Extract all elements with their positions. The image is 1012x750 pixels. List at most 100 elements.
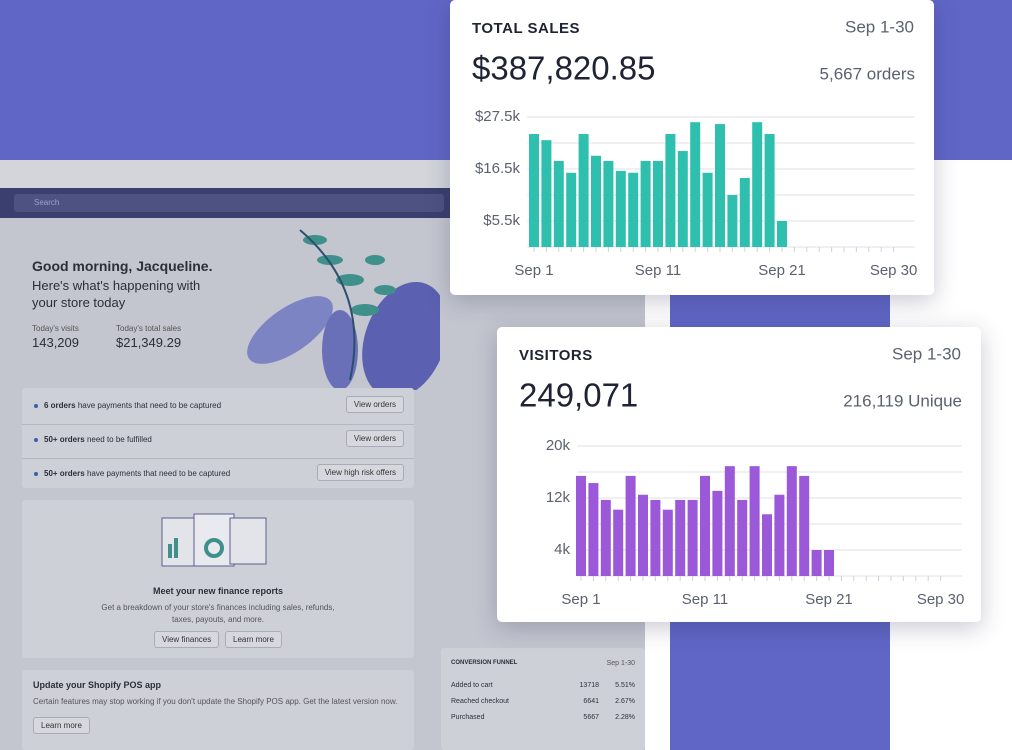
pos-text: Certain features may stop working if you… (33, 697, 398, 706)
y-tick-label: $27.5k (475, 108, 521, 125)
funnel-period: Sep 1-30 (606, 660, 635, 667)
finance-title: Meet your new finance reports (152, 586, 284, 596)
y-tick-label: 12k (546, 489, 571, 506)
alert-desc: have payments that need to be captured (77, 401, 222, 410)
visitors-chart: VISITORS Sep 1-30 249,071 216,119 Unique 4k 1… (519, 344, 965, 608)
card-total: $387,820.85 (472, 50, 656, 87)
card-title: TOTAL SALES (472, 20, 580, 37)
bar (541, 140, 552, 247)
sales-value: $21,349.29 (116, 335, 182, 350)
finance-illustration (161, 513, 267, 567)
alert-bold: 50+ orders (44, 469, 85, 478)
y-tick-label: 4k (554, 541, 570, 558)
x-tick-label: Sep 11 (682, 591, 728, 608)
bar (764, 134, 775, 247)
bar (690, 122, 701, 247)
alert-bold: 6 orders (44, 401, 76, 410)
funnel-rate: 2.67% (615, 698, 635, 705)
bar (566, 172, 577, 247)
alert-text: 6 orders have payments that need to be c… (44, 401, 221, 410)
card-detail: 216,119 Unique (843, 391, 962, 410)
bullet (34, 404, 38, 408)
bar (600, 499, 611, 576)
funnel-label: Purchased (451, 714, 485, 721)
greeting: Good morning, Jacqueline. (32, 258, 213, 274)
bar (777, 221, 787, 247)
bar (615, 170, 626, 247)
bar (752, 122, 763, 247)
visits-label: Today's visits (32, 324, 79, 333)
x-tick-label: Sep 30 (870, 262, 918, 279)
greeting-subtitle: Here's what's happening with your store … (32, 278, 201, 310)
sales-chart: TOTAL SALES Sep 1-30 $387,820.85 5,667 orde… (472, 17, 918, 279)
bar (724, 466, 735, 576)
bar (553, 160, 564, 247)
visits-value: 143,209 (32, 335, 79, 350)
alert-desc: need to be fulfilled (86, 435, 152, 444)
bar (786, 466, 797, 576)
y-tick-label: $5.5k (483, 212, 520, 229)
bar (613, 509, 624, 576)
bar (675, 499, 686, 576)
divider (22, 458, 414, 459)
alert-bold: 50+ orders (44, 435, 85, 444)
alert-button[interactable]: View orders (345, 396, 404, 413)
bar (625, 475, 636, 576)
alert-text: 50+ orders have payments that need to be… (44, 469, 230, 478)
funnel-label: Added to cart (451, 682, 493, 689)
bar (799, 475, 810, 576)
funnel-panel: CONVERSION FUNNEL Sep 1-30 Added to cart… (441, 648, 645, 750)
x-tick-label: Sep 21 (805, 591, 853, 608)
bar (739, 177, 750, 247)
bar (727, 195, 738, 247)
sales-card: TOTAL SALES Sep 1-30 $387,820.85 5,667 orde… (450, 0, 934, 295)
search-box[interactable]: Search (14, 194, 444, 212)
funnel-label: Reached checkout (451, 698, 509, 705)
bar (715, 124, 725, 247)
bar (700, 475, 710, 576)
plant-illustration (247, 229, 440, 390)
alert-text: 50+ orders need to be fulfilled (44, 435, 152, 444)
card-period: Sep 1-30 (845, 17, 914, 36)
card-period: Sep 1-30 (892, 344, 961, 363)
card-title: VISITORS (519, 347, 593, 364)
bar (603, 160, 614, 247)
x-tick-label: Sep 1 (514, 262, 553, 279)
pos-panel: Update your Shopify POS app Certain feat… (22, 670, 414, 750)
x-tick-label: Sep 11 (635, 262, 681, 279)
bar (712, 490, 723, 576)
bar (638, 494, 648, 576)
bar (811, 550, 822, 576)
visitors-card: VISITORS Sep 1-30 249,071 216,119 Unique 4k 1… (497, 327, 981, 622)
bar (702, 172, 713, 247)
bar (749, 466, 760, 576)
bar (529, 134, 539, 247)
bar (591, 155, 601, 247)
bar (665, 134, 676, 247)
bar (653, 160, 663, 247)
bar (824, 550, 834, 576)
y-tick-label: $16.5k (475, 160, 521, 177)
alert-button[interactable]: View orders (345, 430, 404, 447)
x-tick-label: Sep 30 (917, 591, 965, 608)
search-placeholder: Search (34, 198, 60, 207)
finance-button[interactable]: View finances (154, 631, 220, 648)
bar (774, 494, 785, 576)
bar (687, 499, 698, 576)
x-tick-label: Sep 21 (758, 262, 806, 279)
bullet (34, 472, 38, 476)
divider (22, 424, 414, 425)
pos-button[interactable]: Learn more (33, 717, 90, 734)
card-detail: 5,667 orders (820, 64, 915, 83)
sales-label: Today's total sales (116, 324, 182, 333)
finance-text: Get a breakdown of your store's finances… (101, 603, 335, 624)
bar (677, 151, 688, 247)
y-tick-label: 20k (546, 437, 571, 454)
bar (762, 514, 772, 576)
bar (578, 134, 589, 247)
finance-button[interactable]: Learn more (225, 631, 282, 648)
bullet (34, 438, 38, 442)
alert-desc: have payments that need to be captured (86, 469, 231, 478)
alert-button[interactable]: View high risk offers (316, 464, 404, 481)
